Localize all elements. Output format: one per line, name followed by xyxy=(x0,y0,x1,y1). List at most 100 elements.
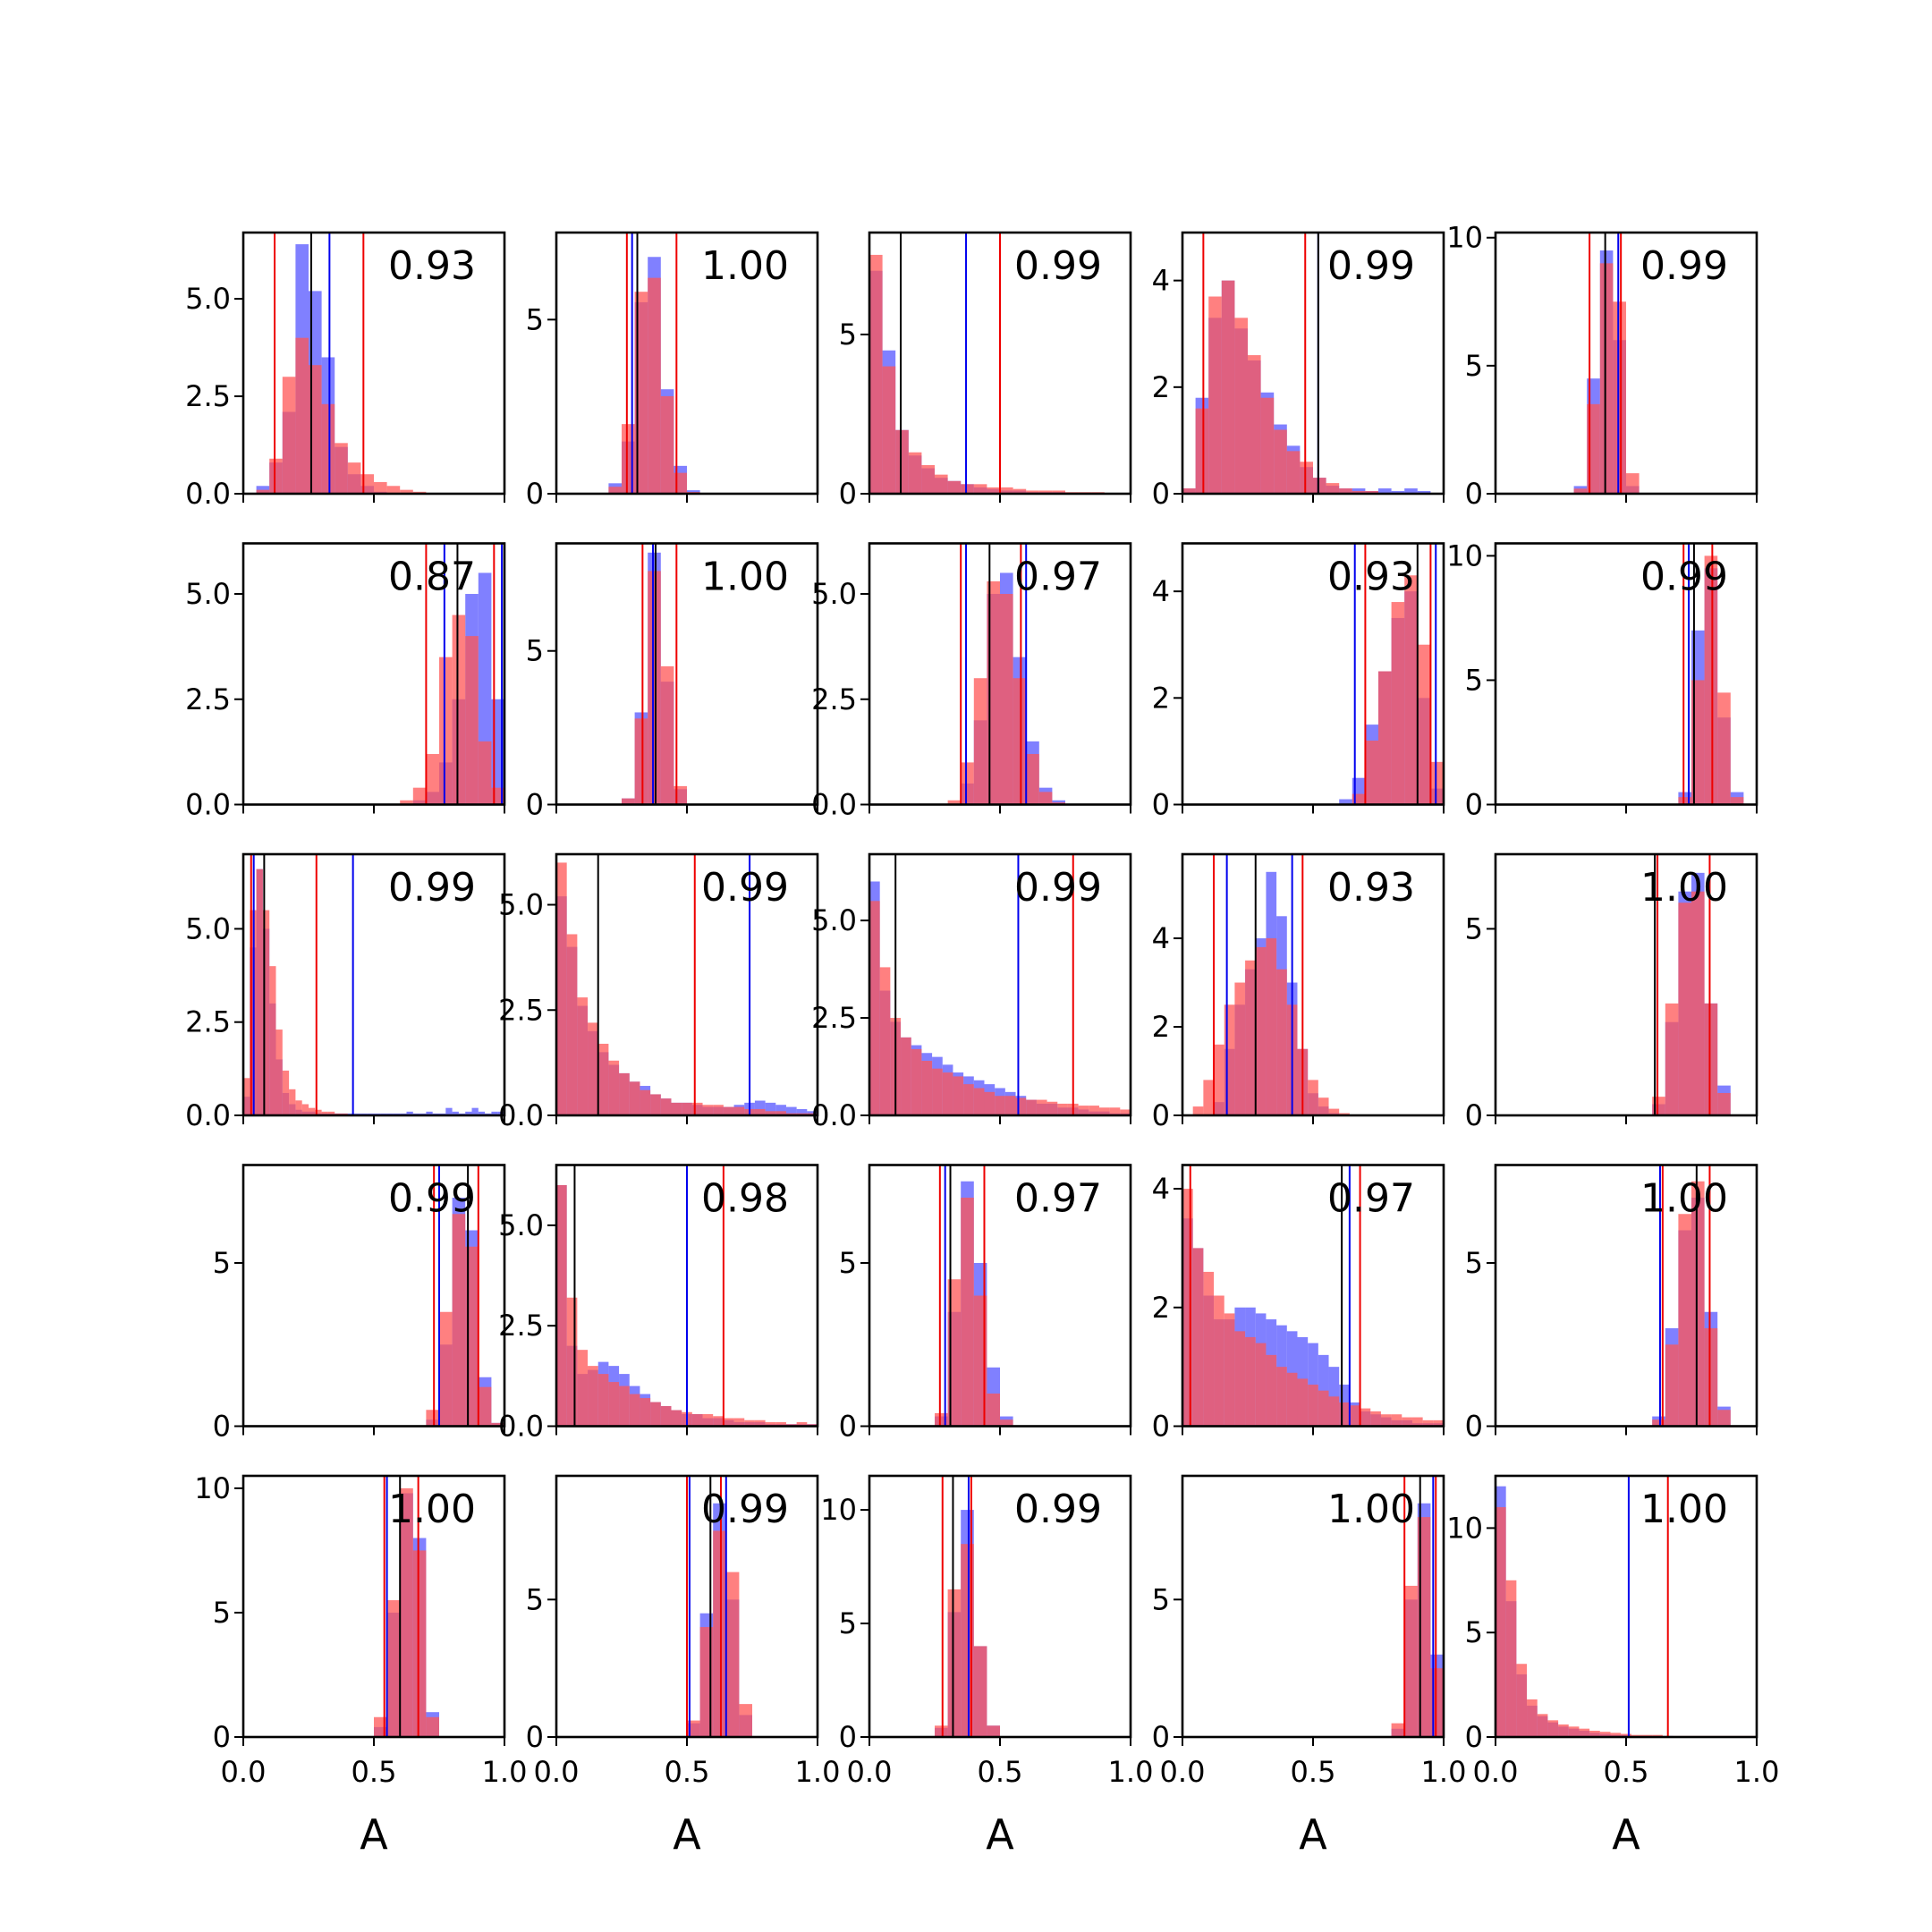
y-tick-label: 2.5 xyxy=(811,1001,857,1035)
annotation-value: 0.93 xyxy=(1327,865,1415,911)
y-tick-label: 5.0 xyxy=(498,1208,544,1242)
hist-bar xyxy=(1318,1354,1329,1427)
y-tick-label: 0 xyxy=(1152,1098,1170,1132)
hist-bar xyxy=(942,1072,953,1115)
hist-bar xyxy=(1286,1372,1298,1427)
hist-bar xyxy=(619,1385,630,1427)
annotation-value: 1.00 xyxy=(1640,1487,1728,1532)
hist-bar xyxy=(1691,891,1705,1115)
hist-bar xyxy=(634,718,648,805)
y-tick-label: 0 xyxy=(1465,1720,1483,1754)
hist-bar xyxy=(682,1102,692,1115)
y-tick-label: 4 xyxy=(1152,574,1170,608)
hist-bar xyxy=(588,1366,598,1427)
hist-bar xyxy=(412,1550,427,1737)
hist-bar xyxy=(1208,296,1222,494)
hist-bar xyxy=(1057,1103,1068,1115)
x-axis-label: A xyxy=(673,1810,701,1859)
hist-bar xyxy=(1391,1414,1402,1427)
hist-bar xyxy=(1391,602,1405,805)
x-tick-label: 0.5 xyxy=(1291,1755,1336,1789)
y-tick-label: 4 xyxy=(1152,264,1170,298)
x-tick-label: 0.0 xyxy=(534,1755,580,1789)
hist-bar xyxy=(412,787,427,805)
hist-bar xyxy=(1380,1414,1392,1427)
hist-bar xyxy=(775,1422,786,1427)
hist-bar xyxy=(947,480,962,494)
hist-bar xyxy=(1678,902,1691,1115)
hist-bar xyxy=(879,967,891,1115)
hist-bar xyxy=(256,489,270,494)
y-tick-label: 0.0 xyxy=(185,477,231,511)
hist-bar xyxy=(327,1111,335,1115)
hist-bar xyxy=(1404,1585,1418,1737)
hist-bar xyxy=(660,665,674,805)
hist-bar xyxy=(1691,1181,1705,1427)
hist-bar xyxy=(452,1111,459,1115)
annotation-value: 0.93 xyxy=(388,243,476,289)
hist-bar xyxy=(921,1060,933,1115)
annotation-value: 0.97 xyxy=(1327,1176,1415,1222)
hist-bar xyxy=(702,1105,714,1115)
hist-bar xyxy=(733,1418,745,1427)
x-tick-label: 0.5 xyxy=(978,1755,1023,1789)
hist-bar xyxy=(1391,1723,1405,1737)
hist-bar xyxy=(973,484,987,494)
hist-bar xyxy=(1328,1108,1340,1115)
hist-bar xyxy=(556,862,567,1115)
y-tick-label: 4 xyxy=(1152,921,1170,955)
hist-bar xyxy=(1038,490,1053,494)
hist-bar xyxy=(1537,1714,1548,1737)
hist-bar xyxy=(1730,797,1744,805)
hist-bar xyxy=(723,1106,734,1115)
hist-bar xyxy=(947,800,962,805)
hist-bar xyxy=(1036,1099,1047,1115)
hist-bar xyxy=(660,1098,672,1115)
hist-bar xyxy=(1365,491,1378,494)
hist-bar xyxy=(640,1089,651,1115)
hist-bar xyxy=(588,1022,598,1115)
y-tick-label: 5.0 xyxy=(185,911,231,945)
hist-bar xyxy=(1678,797,1691,805)
hist-bar xyxy=(1052,800,1065,805)
hist-bar xyxy=(1000,487,1013,494)
y-tick-label: 0.0 xyxy=(811,1098,857,1132)
hist-bar xyxy=(660,395,674,494)
hist-bar xyxy=(961,1198,974,1427)
hist-bar xyxy=(282,377,296,494)
y-tick-label: 5 xyxy=(1465,1615,1483,1649)
x-tick-label: 1.0 xyxy=(795,1755,841,1789)
y-tick-label: 0 xyxy=(839,1720,857,1754)
hist-bar xyxy=(702,1414,714,1427)
hist-bar xyxy=(1339,488,1352,494)
annotation-value: 1.00 xyxy=(701,243,789,289)
annotation-value: 0.99 xyxy=(388,865,476,911)
hist-bar xyxy=(1192,1248,1204,1427)
hist-bar xyxy=(426,1111,433,1115)
hist-bar xyxy=(1195,408,1209,494)
y-tick-label: 0.0 xyxy=(498,1098,544,1132)
hist-bar xyxy=(1579,1728,1590,1737)
annotation-value: 0.99 xyxy=(701,865,789,911)
hist-bar xyxy=(973,1646,987,1737)
y-tick-label: 5 xyxy=(213,1596,231,1630)
hist-bar xyxy=(1224,1313,1235,1427)
hist-bar xyxy=(1516,1664,1528,1737)
hist-bar xyxy=(1274,429,1287,494)
hist-bar xyxy=(1266,938,1277,1115)
hist-bar xyxy=(497,1111,504,1115)
hist-bar xyxy=(262,910,270,1115)
annotation-value: 0.98 xyxy=(701,1176,789,1222)
y-tick-label: 2.5 xyxy=(185,379,231,413)
hist-bar xyxy=(987,487,1000,494)
hist-bar xyxy=(1365,740,1378,805)
hist-bar xyxy=(1308,1385,1318,1427)
y-tick-label: 0 xyxy=(1152,1720,1170,1754)
x-axis-label: A xyxy=(360,1810,388,1859)
y-tick-label: 10 xyxy=(1446,221,1483,255)
hist-bar xyxy=(478,741,492,805)
x-tick-label: 0.0 xyxy=(847,1755,893,1789)
hist-bar xyxy=(1297,1378,1309,1427)
y-tick-label: 10 xyxy=(1446,538,1483,572)
hist-bar xyxy=(807,1111,818,1115)
